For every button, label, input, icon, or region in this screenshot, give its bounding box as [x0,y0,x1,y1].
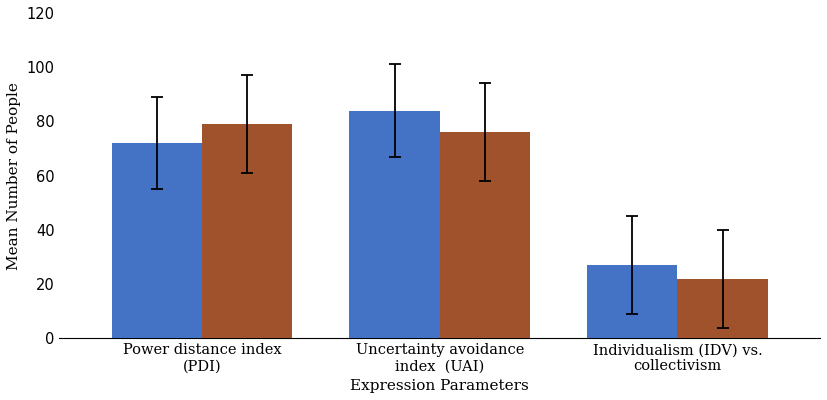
Y-axis label: Mean Number of People: Mean Number of People [7,82,21,270]
Bar [677,279,767,338]
Bar [440,132,530,338]
Bar [349,110,440,338]
Bar [112,143,202,338]
X-axis label: Expression Parameters: Expression Parameters [351,379,529,393]
Bar [202,124,292,338]
Bar [587,265,677,338]
